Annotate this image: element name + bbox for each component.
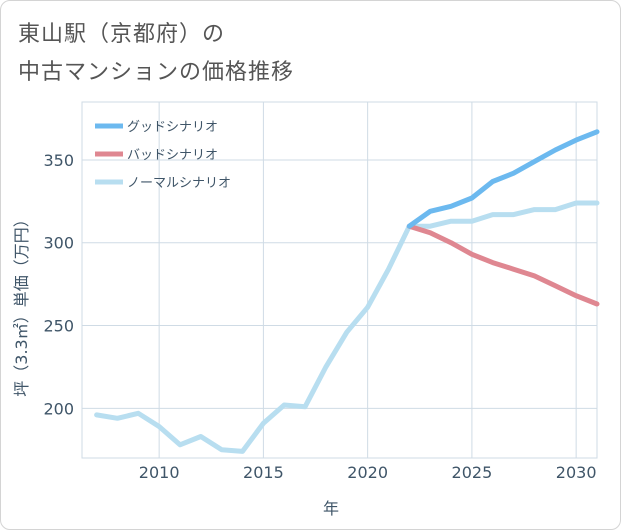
y-tick-label: 350	[43, 151, 74, 170]
series-lines	[94, 129, 600, 454]
series-line	[406, 223, 600, 307]
series-line	[94, 200, 600, 454]
chart-title-line1: 東山駅（京都府）の	[18, 22, 226, 47]
x-tick-label: 2020	[347, 463, 388, 482]
axis-ticks: 2010 2015 2020 2025 2030 200 250 300 350	[43, 151, 596, 482]
legend-label: グッドシナリオ	[127, 120, 218, 135]
y-tick-label: 250	[43, 317, 74, 336]
legend-label: バッドシナリオ	[127, 148, 218, 163]
series-line	[406, 129, 600, 229]
x-tick-label: 2025	[452, 463, 493, 482]
x-tick-label: 2010	[139, 463, 180, 482]
grid-lines	[81, 101, 598, 459]
x-axis-label: 年	[323, 499, 339, 518]
chart-title-line2: 中古マンションの価格推移	[18, 60, 295, 85]
plot-border	[81, 101, 598, 459]
y-tick-label: 300	[43, 234, 74, 253]
legend-label: ノーマルシナリオ	[127, 176, 231, 191]
y-tick-label: 200	[43, 399, 74, 418]
x-tick-label: 2030	[556, 463, 597, 482]
x-tick-label: 2015	[243, 463, 284, 482]
